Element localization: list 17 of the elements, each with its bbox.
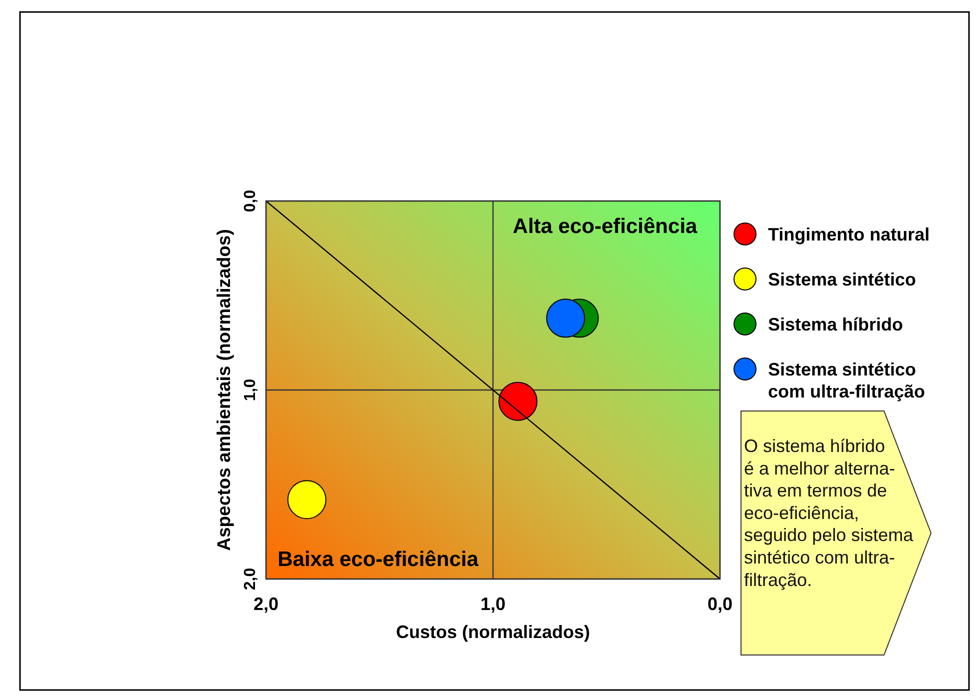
y-tick-label: 0,0 — [242, 190, 260, 212]
x-axis-title: Custos (normalizados) — [396, 622, 590, 642]
x-tick-label: 1,0 — [480, 594, 506, 614]
annotation: Alta eco-eficiência — [512, 214, 698, 238]
text: O sistema híbrido é a melhor alterna- tiva em termos de eco-eficiência, seguido pelo sistema sintético com ultra- filtração. — [744, 436, 914, 590]
legend-label: Tingimento natural — [768, 224, 930, 244]
y-tick-label: 1,0 — [242, 378, 260, 402]
y-tick-label: 2,0 — [242, 568, 260, 590]
x-tick-label: 0,0 — [707, 594, 733, 614]
annotation: Baixa eco-eficiência — [278, 548, 479, 571]
point — [498, 382, 538, 421]
legend-label: Sistema híbrido — [768, 314, 904, 334]
legend-label: Sistema sintético — [768, 269, 916, 290]
point — [546, 298, 586, 338]
y-axis-title: Aspectos ambientais (normalizados) — [212, 229, 234, 551]
legend-label: Sistema sintético com ultra-filtração — [768, 359, 926, 402]
point — [287, 480, 326, 520]
